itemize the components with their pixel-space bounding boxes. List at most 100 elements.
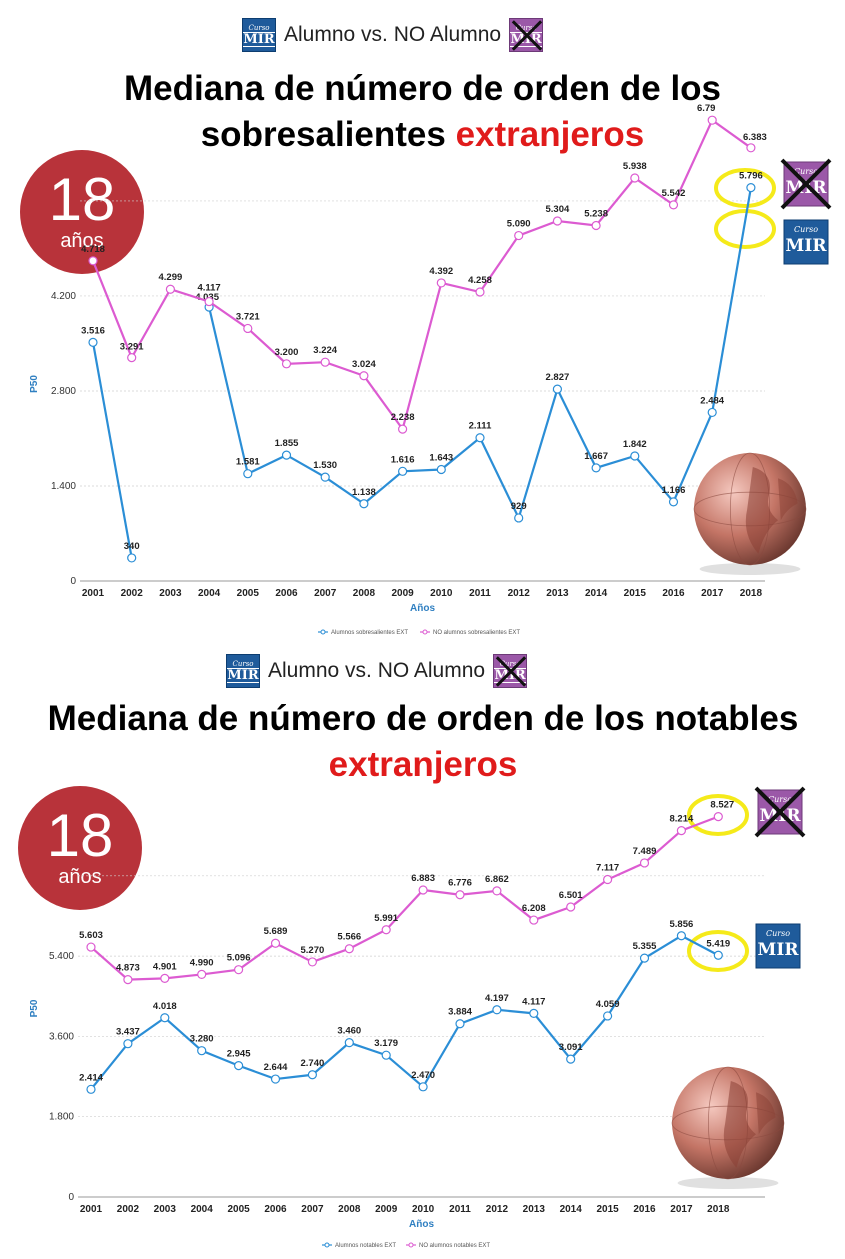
data-point [307, 1070, 317, 1080]
x-tick-label: 2016 [633, 1204, 656, 1215]
x-tick-label: 2010 [430, 588, 453, 599]
data-label: 5.689 [264, 926, 288, 937]
data-point [630, 451, 640, 461]
data-label: 3.280 [190, 1034, 214, 1045]
data-point [602, 1011, 613, 1021]
data-label: 5.090 [507, 219, 531, 230]
data-label: 3.437 [116, 1027, 140, 1038]
data-point [552, 216, 563, 226]
data-label: 4.299 [159, 272, 183, 283]
chart-panel-notables: Curso MIR Alumno vs. NO Alumno Curso MIR… [0, 640, 845, 1259]
x-tick-label: 2013 [546, 588, 569, 599]
logo-small-text: Curso [248, 23, 270, 32]
legend-entry: NO alumnos notables EXT [419, 1243, 490, 1249]
data-label: 4.718 [81, 244, 105, 255]
data-label: 1.842 [623, 439, 647, 450]
data-point [552, 384, 563, 394]
highlight-ring [714, 209, 776, 249]
data-point [475, 287, 485, 297]
y-tick-label: 0 [68, 1192, 74, 1203]
data-label: 5.796 [739, 171, 763, 182]
data-point [514, 230, 524, 241]
data-point [639, 858, 650, 868]
x-tick-label: 2003 [154, 1204, 177, 1215]
data-label: 3.091 [559, 1042, 583, 1053]
logo-big-text: MIR [786, 236, 828, 256]
data-label: 8.214 [670, 814, 694, 825]
data-label: 4.197 [485, 993, 509, 1004]
data-point [746, 143, 756, 153]
x-tick-label: 2004 [191, 1204, 214, 1215]
y-tick-label: 5.400 [49, 951, 74, 962]
data-label: 5.991 [374, 913, 398, 924]
globe-continent [723, 1081, 756, 1168]
data-label: 3.200 [275, 347, 299, 358]
data-label: 2.470 [411, 1070, 435, 1081]
data-label: 2.945 [227, 1049, 251, 1060]
header-row: Curso MIR Alumno vs. NO Alumno Curso MIR [242, 18, 544, 52]
data-point [344, 944, 354, 954]
x-tick-label: 2008 [338, 1204, 361, 1215]
x-tick-label: 2001 [82, 588, 105, 599]
logo-small-text: Curso [768, 795, 792, 804]
data-label: 6.383 [743, 132, 767, 143]
data-point [86, 942, 96, 952]
x-tick-label: 2011 [449, 1204, 471, 1215]
data-point [398, 424, 408, 434]
data-label: 5.304 [546, 204, 570, 215]
data-label: 5.270 [301, 945, 325, 956]
y-tick-label: 2.800 [51, 386, 76, 397]
data-label: 5.355 [633, 941, 657, 952]
x-tick-label: 2017 [701, 588, 724, 599]
data-point [307, 957, 317, 967]
legend-swatch-marker [324, 1242, 330, 1248]
data-label: 3.179 [374, 1038, 398, 1049]
x-tick-label: 2015 [624, 588, 647, 599]
data-point [123, 1039, 133, 1049]
data-label: 4.392 [429, 266, 453, 277]
data-label: 4.117 [522, 996, 545, 1007]
highlight-ring [687, 794, 749, 836]
x-tick-label: 2017 [670, 1204, 693, 1215]
data-point [436, 278, 446, 288]
data-label: 3.024 [352, 359, 376, 370]
data-point [234, 1061, 244, 1071]
x-tick-label: 2003 [159, 588, 182, 599]
x-tick-label: 2006 [275, 588, 298, 599]
y-tick-label: 0 [70, 576, 76, 587]
legend-swatch-marker [422, 629, 428, 635]
data-point [566, 1054, 576, 1064]
data-label: 340 [124, 541, 140, 552]
data-label: 6.208 [522, 903, 546, 914]
header-text: Alumno vs. NO Alumno [268, 659, 486, 682]
badge-unit: años [60, 230, 104, 252]
data-point [455, 1019, 465, 1029]
x-tick-label: 2004 [198, 588, 221, 599]
data-point [713, 950, 723, 960]
data-label: 4.873 [116, 963, 140, 974]
data-point [591, 220, 601, 231]
series-line [91, 118, 752, 432]
legend-swatch-marker [408, 1242, 414, 1248]
logo-background [755, 923, 801, 969]
x-tick-label: 2014 [560, 1204, 583, 1215]
legend-entry: Alumnos notables EXT [335, 1243, 396, 1249]
data-point [630, 173, 640, 183]
data-point [455, 890, 465, 900]
badge-number: 18 [48, 166, 116, 233]
x-tick-label: 2011 [469, 588, 491, 599]
crossed-out-logo: Curso MIR [493, 654, 528, 688]
data-point [197, 969, 207, 980]
curso-mir-logo: Curso MIR [226, 654, 260, 688]
y-tick-label: 4.200 [51, 291, 76, 302]
data-point [344, 1038, 354, 1048]
data-label: 1.138 [352, 487, 376, 498]
data-label: 2.238 [391, 412, 415, 423]
x-tick-label: 2009 [375, 1204, 398, 1215]
data-point [88, 256, 98, 266]
globe-shadow [677, 1177, 779, 1189]
data-point [381, 1050, 391, 1060]
data-point [381, 925, 391, 935]
data-point [676, 931, 687, 941]
